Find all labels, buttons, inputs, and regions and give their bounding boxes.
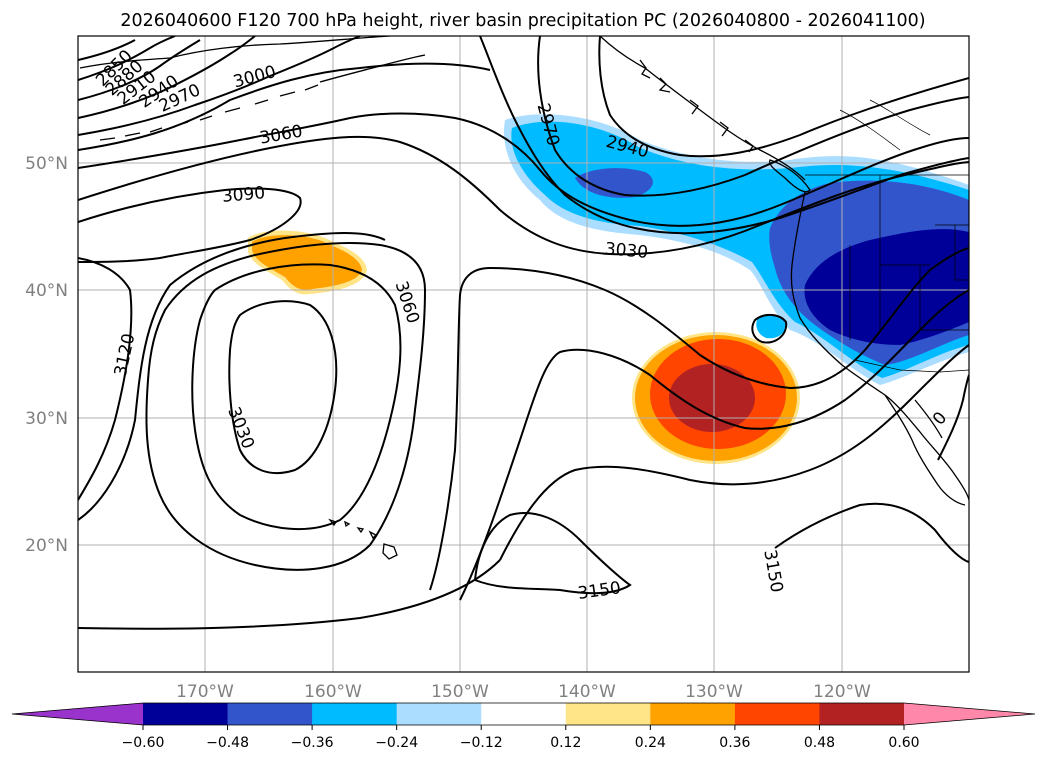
lat-label-20n: 20°N bbox=[25, 536, 68, 556]
positive-shading-west bbox=[248, 230, 367, 295]
contour-label-3090: 3090 bbox=[221, 183, 266, 207]
colorbar-tick-label: 0.48 bbox=[804, 735, 835, 751]
figure-title: 2026040600 F120 700 hPa height, river ba… bbox=[120, 11, 925, 31]
borders bbox=[805, 99, 969, 373]
colorbar-tick-label: −0.24 bbox=[375, 735, 418, 751]
colorbar-tick-label: −0.36 bbox=[291, 735, 334, 751]
lat-label-30n: 30°N bbox=[25, 409, 68, 429]
colorbar-box bbox=[143, 703, 229, 725]
lat-label-50n: 50°N bbox=[25, 154, 68, 174]
colorbar-box bbox=[650, 703, 736, 725]
lon-label-150w: 150°W bbox=[431, 682, 489, 702]
lon-label-130w: 130°W bbox=[685, 682, 743, 702]
colorbar-extend-high bbox=[904, 703, 1035, 725]
colorbar-tick-label: −0.48 bbox=[206, 735, 249, 751]
colorbar-extend-low bbox=[12, 703, 143, 725]
colorbar-tick-label: 0.36 bbox=[719, 735, 750, 751]
colorbar: −0.60 −0.48 −0.36 −0.24 −0.12 0.12 0.24 0.36 0.4… bbox=[11, 702, 1036, 751]
lon-label-160w: 160°W bbox=[304, 682, 362, 702]
colorbar-tick-label: −0.12 bbox=[460, 735, 503, 751]
lat-label-40n: 40°N bbox=[25, 281, 68, 301]
colorbar-box bbox=[819, 703, 905, 725]
longitude-labels: 170°W 160°W 150°W 140°W 130°W 120°W bbox=[176, 682, 871, 702]
colorbar-box bbox=[565, 703, 651, 725]
colorbar-box bbox=[734, 703, 820, 725]
colorbar-box bbox=[481, 703, 567, 725]
colorbar-box bbox=[396, 703, 482, 725]
colorbar-box bbox=[227, 703, 313, 725]
colorbar-tick-label: 0.60 bbox=[888, 735, 919, 751]
coastlines bbox=[79, 36, 969, 560]
colorbar-tick-label: 0.24 bbox=[635, 735, 666, 751]
colorbar-box bbox=[312, 703, 398, 725]
map-panel: 2850 2880 2910 2940 2970 3000 3060 3090 … bbox=[78, 36, 969, 672]
contour-label-3030-trough: 3030 bbox=[604, 239, 649, 263]
lon-label-120w: 120°W bbox=[813, 682, 871, 702]
latitude-labels: 50°N 40°N 30°N 20°N bbox=[25, 154, 68, 556]
lon-label-140w: 140°W bbox=[558, 682, 616, 702]
negative-shading-north bbox=[504, 114, 969, 385]
positive-shading-east bbox=[632, 332, 800, 464]
colorbar-tick-label: −0.60 bbox=[122, 735, 165, 751]
colorbar-tick-label: 0.12 bbox=[550, 735, 581, 751]
lon-label-170w: 170°W bbox=[176, 682, 234, 702]
map-frame bbox=[77, 35, 970, 673]
height-contours bbox=[78, 36, 969, 630]
